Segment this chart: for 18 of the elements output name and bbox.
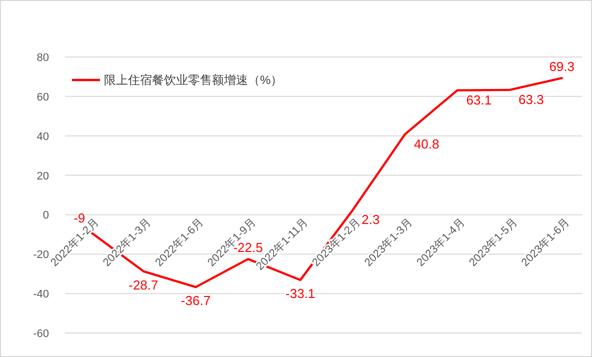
data-label: -9 [74,210,86,226]
data-label: 40.8 [414,136,440,152]
data-label: 69.3 [549,59,575,74]
data-label: -33.1 [286,286,316,301]
y-tick-label: -20 [33,249,49,262]
y-tick-label: 20 [36,170,49,182]
legend-label: 限上住宿餐饮业零售额增速（%） [104,73,283,87]
y-tick-label: -60 [33,328,49,340]
y-tick-label: 60 [36,91,49,104]
data-label: 63.3 [518,92,544,107]
data-label: 63.1 [466,92,492,108]
y-tick-label: 80 [36,52,49,64]
y-tick-label: 40 [36,130,49,143]
y-tick-label: 0 [42,210,49,222]
data-label: -28.7 [128,277,158,292]
data-label: -36.7 [180,293,211,308]
y-tick-label: -40 [33,288,49,301]
data-label: 2.3 [362,212,380,228]
